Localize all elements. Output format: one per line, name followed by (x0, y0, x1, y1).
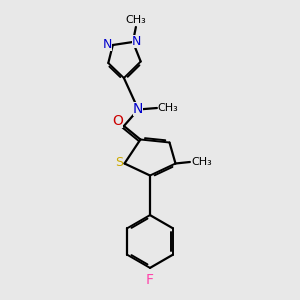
Text: CH₃: CH₃ (191, 157, 212, 167)
Text: S: S (115, 155, 123, 169)
Text: N: N (132, 35, 141, 49)
Text: O: O (112, 114, 123, 128)
Text: CH₃: CH₃ (158, 103, 178, 113)
Text: CH₃: CH₃ (125, 16, 146, 26)
Text: N: N (133, 103, 143, 116)
Text: N: N (103, 38, 112, 52)
Text: F: F (146, 273, 154, 287)
